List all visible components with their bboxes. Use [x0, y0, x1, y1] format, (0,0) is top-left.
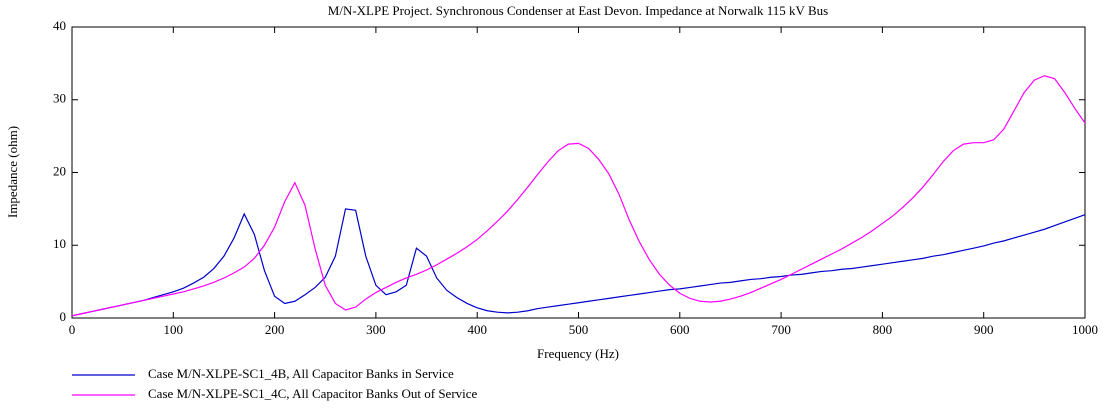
- x-tick-label: 200: [265, 322, 285, 337]
- x-tick-label: 700: [771, 322, 791, 337]
- x-tick-label: 300: [366, 322, 386, 337]
- x-tick-label: 900: [974, 322, 994, 337]
- chart-title: M/N-XLPE Project. Synchronous Condenser …: [328, 3, 828, 18]
- legend-label: Case M/N-XLPE-SC1_4B, All Capacitor Bank…: [148, 366, 454, 381]
- series-line: [71, 208, 1086, 317]
- y-tick-label: 30: [53, 91, 66, 106]
- x-tick-label: 1000: [1072, 322, 1098, 337]
- legend-label: Case M/N-XLPE-SC1_4C, All Capacitor Bank…: [148, 386, 478, 401]
- series-line: [71, 75, 1086, 317]
- y-tick-label: 40: [53, 18, 66, 33]
- plot-frame: [71, 26, 1086, 319]
- y-tick-label: 0: [60, 309, 67, 324]
- y-tick-label: 10: [53, 236, 66, 251]
- x-tick-label: 100: [164, 322, 184, 337]
- x-tick-label: 800: [873, 322, 893, 337]
- y-tick-label: 20: [53, 163, 66, 178]
- x-tick-label: 600: [670, 322, 690, 337]
- x-tick-label: 500: [569, 322, 589, 337]
- x-tick-label: 0: [69, 322, 76, 337]
- x-axis-label: Frequency (Hz): [537, 346, 619, 361]
- y-axis-label: Impedance (ohm): [5, 126, 20, 218]
- x-tick-label: 400: [467, 322, 487, 337]
